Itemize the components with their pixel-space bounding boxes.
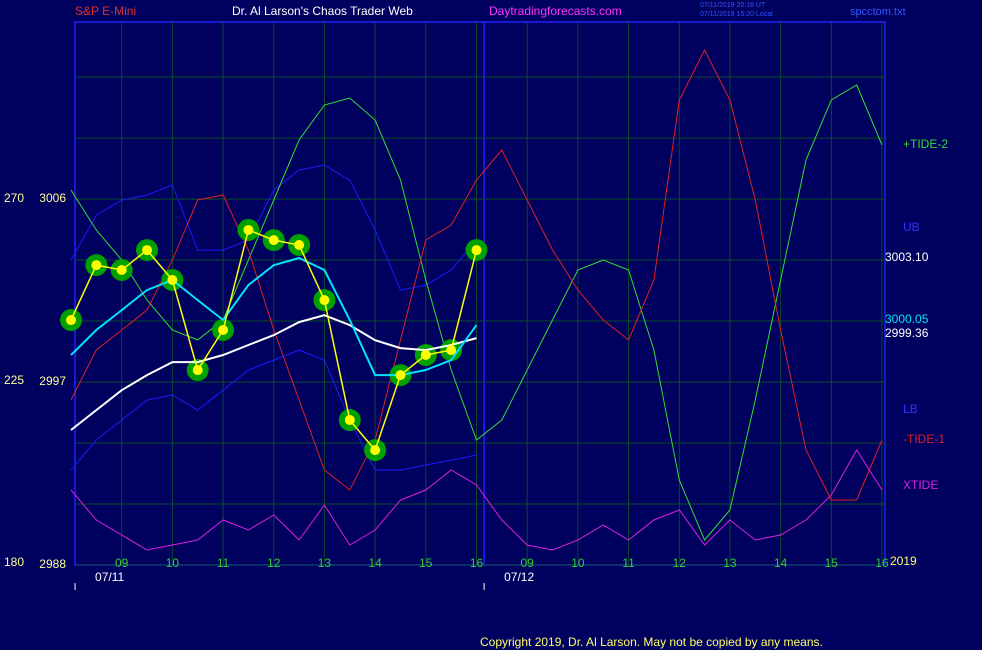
price-dot	[167, 274, 178, 285]
y-tick-label: 2988	[39, 557, 66, 571]
file-name: spcctom.txt	[850, 6, 906, 18]
grid	[75, 22, 885, 566]
price-dot	[116, 265, 127, 276]
date-label: 07/11	[95, 570, 124, 584]
x-tick-label: 13	[723, 556, 737, 570]
price-dot	[344, 415, 355, 426]
x-tick-label: 09	[115, 556, 129, 570]
copyright: Copyright 2019, Dr. Al Larson. May not b…	[480, 635, 823, 649]
year-label: 2019	[890, 554, 917, 568]
price-dot	[66, 315, 76, 326]
x-tick-label: 16	[470, 556, 484, 570]
marks	[60, 48, 883, 551]
y-tick-label: 3006	[39, 191, 66, 205]
price-label: 3003.10	[885, 250, 929, 264]
series-label: LB	[903, 402, 918, 416]
price-dot	[268, 235, 279, 246]
price-dot	[395, 370, 406, 381]
price-dot	[471, 245, 482, 256]
x-tick-label: 09	[521, 556, 535, 570]
site: Daytradingforecasts.com	[489, 4, 622, 18]
date-label: 07/12	[504, 570, 534, 584]
price-dot	[294, 240, 305, 251]
series-line	[70, 164, 477, 291]
x-tick-label: 15	[419, 556, 433, 570]
x-tick-label: 11	[622, 556, 635, 570]
price-dot	[218, 324, 229, 335]
chart-title: Dr. Al Larson's Chaos Trader Web	[232, 4, 413, 18]
timestamp: 07/11/2019 15:20 Local	[700, 11, 773, 18]
x-tick-label: 12	[267, 556, 281, 570]
price-label: 3000.05	[885, 312, 929, 326]
price-dot	[192, 365, 203, 376]
y2-tick-label: 225	[4, 373, 24, 387]
labels: 09 10 11 12 13 14 15 16 09 10 11 12 13 14 15 16 07/11 07/…	[4, 137, 948, 590]
timestamp: 07/11/2019 20:16 UT	[700, 2, 766, 9]
series-line	[70, 449, 883, 551]
x-tick-label: 11	[217, 556, 230, 570]
series-label: UB	[903, 220, 920, 234]
price-dot	[420, 349, 431, 360]
moving-average	[70, 256, 478, 377]
series-line	[70, 349, 477, 471]
price-label: 2999.36	[885, 326, 929, 340]
price-dot	[319, 295, 330, 306]
series-label: -TIDE-1	[903, 432, 945, 446]
x-tick-label: 14	[774, 556, 788, 570]
series-label: +TIDE-2	[903, 137, 948, 151]
x-tick-label: 13	[318, 556, 332, 570]
x-tick-label: 12	[673, 556, 687, 570]
price-dot	[243, 224, 254, 235]
x-tick-label: 16	[875, 556, 889, 570]
price-dot	[446, 345, 457, 356]
symbol: S&P E-Mini	[75, 4, 136, 18]
y2-tick-label: 180	[4, 555, 24, 569]
series-line	[70, 84, 883, 541]
price-dot	[142, 245, 153, 256]
moving-average	[70, 314, 477, 431]
x-tick-label: 15	[825, 556, 839, 570]
x-tick-label: 14	[368, 556, 382, 570]
x-tick-label: 10	[166, 556, 180, 570]
y2-tick-label: 270	[4, 191, 24, 205]
x-tick-label: 10	[571, 556, 585, 570]
y-tick-label: 2997	[39, 374, 66, 388]
series-line	[70, 48, 883, 501]
series-label: XTIDE	[903, 478, 938, 492]
price-dot	[370, 445, 381, 456]
price-dot	[91, 260, 102, 271]
